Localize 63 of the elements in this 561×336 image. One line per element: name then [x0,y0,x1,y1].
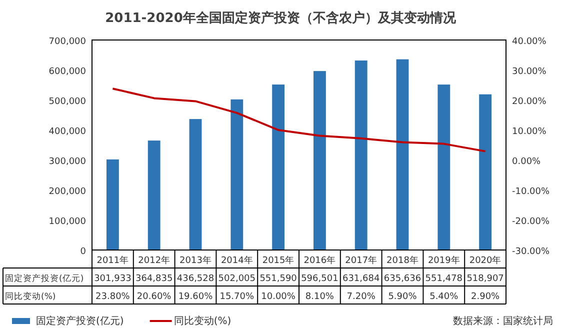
legend-label: 固定资产投资(亿元) [36,315,124,327]
data-label: 301,933 [94,274,132,284]
data-label: 551,590 [260,274,298,284]
bar [479,94,492,250]
y-tick-label: 600,000 [48,67,86,77]
bar [106,159,119,250]
y-tick-label: 400,000 [48,127,86,137]
x-tick-label: 2016年 [304,255,336,266]
y2-tick-label: 10.00% [512,127,547,137]
y-tick-label: 100,000 [48,217,86,227]
data-label: 635,636 [384,274,422,284]
x-tick-label: 2013年 [180,255,212,266]
x-tick-label: 2014年 [220,255,253,266]
y2-tick-label: 0.00% [512,157,542,167]
y-tick-label: 200,000 [48,187,86,197]
bar [230,99,244,250]
text: 同比变动(%) [5,292,56,302]
y2-tick-label: 40.00% [512,37,547,47]
data-label: 436,528 [176,274,214,284]
data-label: 8.10% [305,292,334,302]
data-label: 5.90% [388,292,418,302]
data-label: 15.70% [220,292,254,302]
y-tick-label: 300,000 [48,157,86,167]
bar [272,84,285,250]
bar [189,119,202,250]
y-tick-label: 0 [80,247,86,257]
legend-label: 同比变动(%) [174,315,232,327]
y2-tick-label: 20.00% [512,97,547,107]
data-label: 518,907 [466,274,504,284]
data-label: 20.60% [136,292,172,302]
data-label: 631,684 [342,274,380,284]
data-label: 19.60% [178,292,214,302]
data-label: 551,478 [425,274,463,284]
bar [354,60,368,250]
source-note: 数据来源：国家统计局 [453,315,553,327]
data-label: 502,005 [218,274,256,284]
bar [438,84,450,250]
y-tick-label: 500,000 [48,97,86,107]
data-label: 7.20% [346,292,376,302]
data-label: 10.00% [261,292,296,302]
data-label: 364,835 [135,274,173,284]
bar [313,71,326,250]
data-label: 23.80% [96,292,130,302]
y2-tick-label: -20.00% [512,217,550,227]
x-tick-label: 2019年 [428,255,460,266]
x-tick-label: 2017年 [345,255,378,266]
y2-tick-label: -30.00% [512,247,550,257]
bar [148,140,160,250]
x-tick-label: 2018年 [386,255,418,266]
y2-tick-label: -10.00% [512,187,550,197]
y-tick-label: 700,000 [48,37,86,47]
text: 固定资产投资(亿元) [5,274,84,284]
x-tick-label: 2020年 [469,255,502,266]
chart-title: 2011-2020年全国固定资产投资（不含农户）及其变动情况 [105,10,457,26]
x-tick-label: 2015年 [262,255,294,266]
y2-tick-label: 30.00% [512,67,547,77]
x-tick-label: 2011年 [96,255,129,266]
line-series [112,88,486,152]
data-label: 5.40% [430,292,459,302]
bar [396,59,409,250]
data-label: 2.90% [471,292,500,302]
x-tick-label: 2012年 [138,255,170,266]
data-label: 596,501 [301,274,338,284]
